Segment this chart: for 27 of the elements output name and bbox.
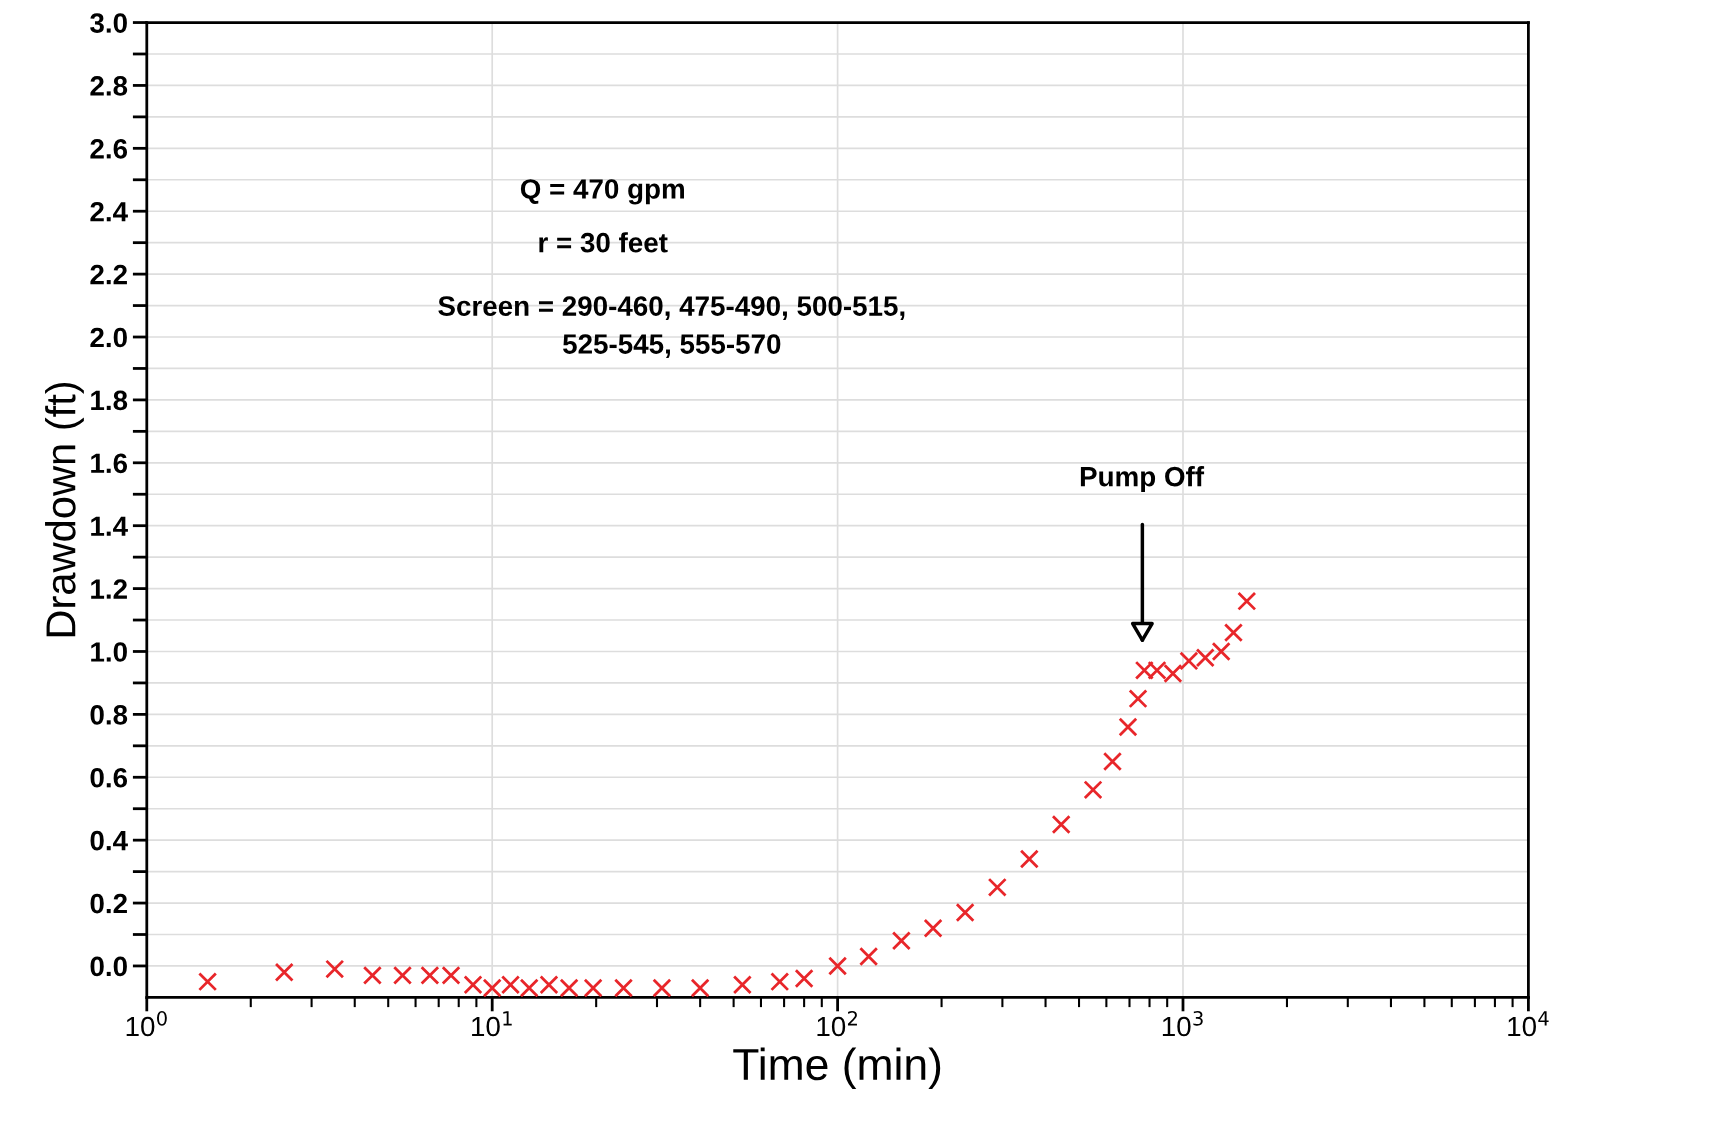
y-tick-label: 2.8: [90, 76, 128, 96]
y-tick-label: 2.6: [90, 139, 128, 159]
y-tick-label: 2.2: [90, 264, 127, 285]
annotation: Screen = 290-460, 475-490, 500-515, 525-545, 555-570: [438, 296, 905, 358]
x-tick-label: 10$^{2}$: [817, 1011, 857, 1037]
y-tick-label: 0.8: [90, 705, 128, 725]
y-tick-label: 0.6: [90, 767, 128, 788]
y-tick-label: 2.4: [90, 201, 128, 222]
x-tick-label: 10$^{0}$: [126, 1011, 167, 1037]
y-tick-label: 0.4: [90, 830, 128, 851]
y-tick-label: 0.0: [90, 956, 127, 977]
y-tick-label: 3.0: [90, 13, 127, 33]
y-tick-label: 1.2: [91, 579, 127, 599]
y-tick-label: 2.0: [90, 327, 127, 348]
annotation: Q = 470 gpm: [520, 179, 684, 205]
y-axis-title: Drawdown (ft): [45, 382, 84, 637]
x-tick-label: 10$^{3}$: [1162, 1011, 1203, 1037]
x-axis-title: Time (min): [733, 1047, 941, 1089]
y-tick-label: 1.8: [91, 390, 128, 411]
y-tick-label: 1.4: [91, 516, 128, 536]
x-tick-label: 10$^{4}$: [1508, 1011, 1549, 1037]
y-tick-label: 1.6: [91, 453, 128, 474]
y-tick-label: 1.0: [91, 642, 127, 662]
x-tick-label: 10$^{1}$: [472, 1011, 512, 1037]
annotation: Pump Off: [1080, 466, 1205, 492]
annotation: r = 30 feet: [539, 232, 668, 253]
y-tick-label: 0.2: [90, 893, 127, 914]
